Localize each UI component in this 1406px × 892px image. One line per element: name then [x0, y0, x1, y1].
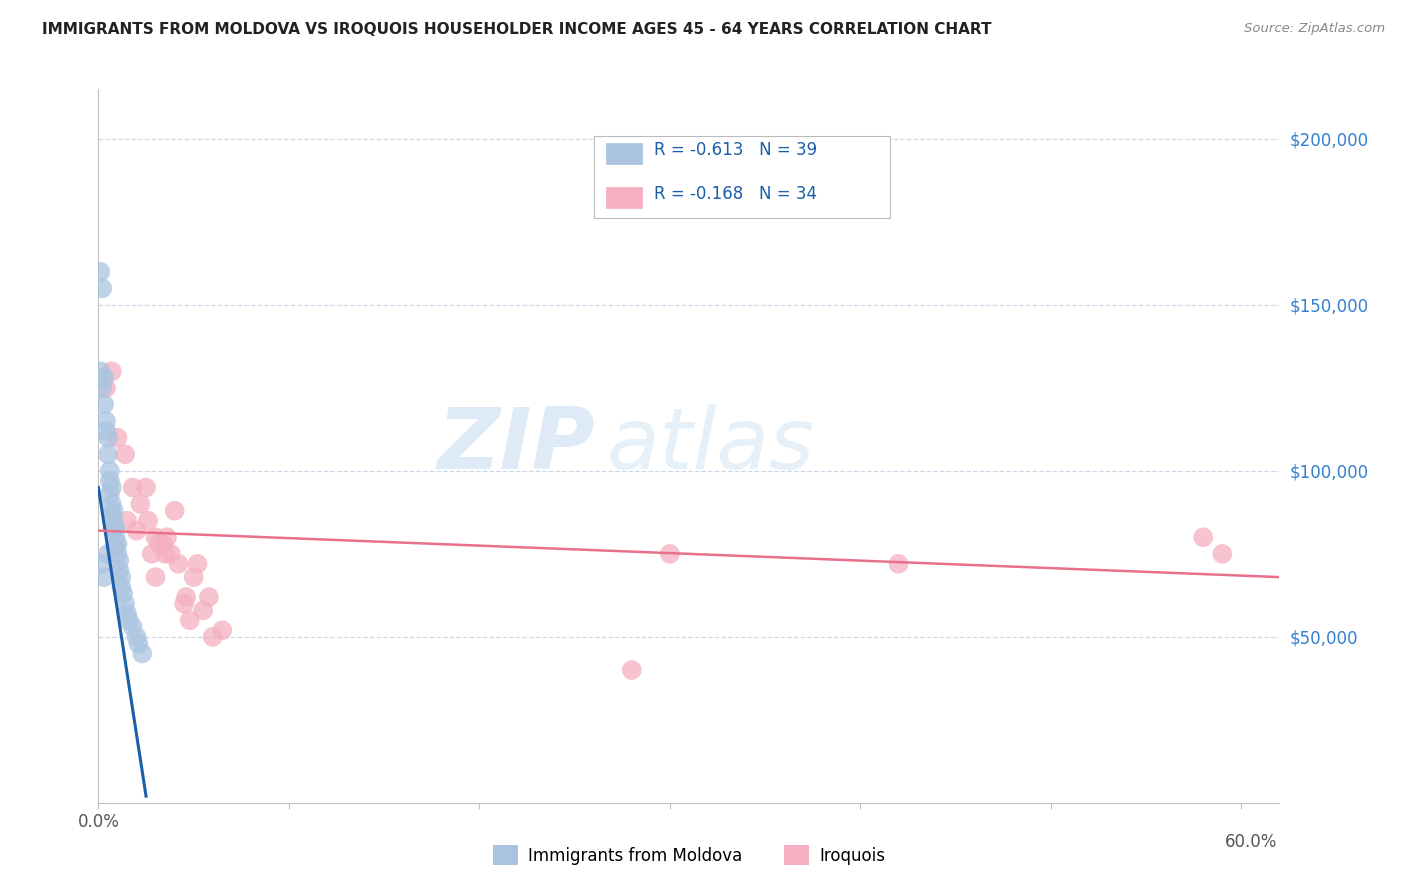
- Point: [145, 570, 167, 584]
- Point: [156, 530, 179, 544]
- Point: [91, 281, 114, 295]
- Text: atlas: atlas: [606, 404, 814, 488]
- Point: [97, 447, 120, 461]
- Point: [193, 603, 215, 617]
- Point: [98, 487, 121, 501]
- Point: [98, 474, 121, 488]
- Point: [103, 504, 125, 518]
- Point: [198, 590, 221, 604]
- Point: [108, 564, 131, 578]
- Point: [110, 570, 132, 584]
- Point: [89, 364, 111, 378]
- Point: [110, 580, 132, 594]
- Point: [107, 547, 129, 561]
- Legend: Immigrants from Moldova, Iroquois: Immigrants from Moldova, Iroquois: [485, 837, 893, 873]
- Point: [125, 524, 148, 538]
- Point: [163, 504, 186, 518]
- Point: [174, 590, 197, 604]
- Point: [107, 431, 129, 445]
- Point: [121, 620, 143, 634]
- Point: [100, 364, 122, 378]
- Point: [97, 431, 120, 445]
- Point: [141, 547, 163, 561]
- Point: [91, 381, 114, 395]
- Point: [211, 624, 233, 638]
- Text: 60.0%: 60.0%: [1225, 832, 1277, 851]
- Point: [97, 547, 120, 561]
- Point: [93, 371, 115, 385]
- FancyBboxPatch shape: [595, 136, 890, 218]
- Point: [121, 481, 143, 495]
- Point: [103, 514, 125, 528]
- Point: [887, 557, 910, 571]
- Point: [127, 636, 149, 650]
- FancyBboxPatch shape: [606, 143, 641, 164]
- Point: [186, 557, 208, 571]
- Point: [91, 557, 114, 571]
- Point: [159, 547, 181, 561]
- Point: [114, 597, 136, 611]
- Point: [183, 570, 205, 584]
- Point: [135, 481, 157, 495]
- Point: [173, 597, 195, 611]
- FancyBboxPatch shape: [606, 187, 641, 209]
- Point: [100, 507, 122, 521]
- Point: [100, 497, 122, 511]
- Point: [1192, 530, 1215, 544]
- Point: [115, 607, 138, 621]
- Point: [152, 537, 174, 551]
- Point: [129, 497, 152, 511]
- Point: [112, 587, 135, 601]
- Point: [1211, 547, 1233, 561]
- Point: [100, 481, 122, 495]
- Point: [94, 414, 117, 428]
- Point: [658, 547, 681, 561]
- Text: R = -0.168   N = 34: R = -0.168 N = 34: [654, 186, 817, 203]
- Point: [104, 530, 127, 544]
- Point: [107, 537, 129, 551]
- Point: [115, 514, 138, 528]
- Point: [145, 530, 167, 544]
- Point: [136, 514, 159, 528]
- Point: [98, 464, 121, 478]
- Point: [108, 553, 131, 567]
- Text: ZIP: ZIP: [437, 404, 595, 488]
- Point: [94, 381, 117, 395]
- Point: [93, 397, 115, 411]
- Point: [167, 557, 190, 571]
- Point: [179, 613, 201, 627]
- Text: IMMIGRANTS FROM MOLDOVA VS IROQUOIS HOUSEHOLDER INCOME AGES 45 - 64 YEARS CORREL: IMMIGRANTS FROM MOLDOVA VS IROQUOIS HOUS…: [42, 22, 991, 37]
- Point: [89, 265, 111, 279]
- Point: [620, 663, 643, 677]
- Point: [201, 630, 224, 644]
- Point: [148, 537, 170, 551]
- Point: [104, 540, 127, 554]
- Point: [153, 547, 176, 561]
- Text: R = -0.613   N = 39: R = -0.613 N = 39: [654, 141, 817, 159]
- Text: Source: ZipAtlas.com: Source: ZipAtlas.com: [1244, 22, 1385, 36]
- Point: [93, 570, 115, 584]
- Point: [103, 524, 125, 538]
- Point: [114, 447, 136, 461]
- Point: [125, 630, 148, 644]
- Point: [104, 520, 127, 534]
- Point: [131, 647, 153, 661]
- Point: [94, 424, 117, 438]
- Point: [118, 613, 141, 627]
